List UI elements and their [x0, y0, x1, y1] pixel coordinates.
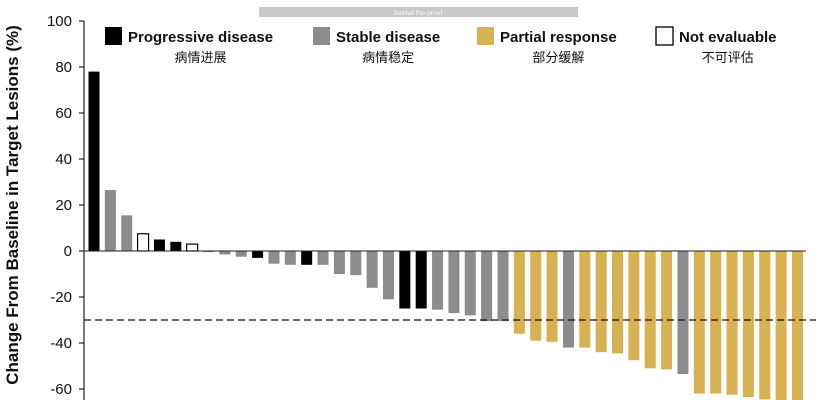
- bar: [170, 241, 182, 251]
- bar: [252, 251, 264, 258]
- bar: [268, 251, 280, 264]
- bar: [791, 251, 803, 400]
- legend-swatch: [655, 26, 674, 46]
- legend: Progressive disease 病情进展 Stable disease 病情稳…: [105, 26, 777, 66]
- bar: [399, 251, 411, 309]
- bar: [350, 251, 362, 276]
- bar: [497, 251, 509, 322]
- bar: [513, 251, 525, 334]
- bar: [710, 251, 722, 394]
- bar: [88, 71, 100, 251]
- y-tick-label: -20: [50, 289, 72, 306]
- y-tick-label: 100: [47, 13, 72, 30]
- bar: [775, 251, 787, 400]
- legend-label: Partial response: [500, 29, 617, 46]
- bar: [317, 251, 329, 265]
- legend-label-zh: 不可评估: [702, 51, 754, 66]
- y-tick-label: 20: [55, 197, 72, 214]
- y-tick-label: 0: [64, 243, 72, 260]
- bar: [186, 243, 199, 252]
- watermark: Journal Pre-proof: [259, 7, 578, 17]
- bar: [693, 251, 705, 394]
- legend-item-sd: Stable disease 病情稳定: [313, 27, 440, 66]
- legend-item-pd: Progressive disease 病情进展: [105, 27, 273, 66]
- bar: [284, 251, 296, 265]
- bar: [661, 251, 673, 370]
- bar: [219, 251, 231, 255]
- y-axis: 100 80 60 40 20 0 -20 -40 -60: [47, 13, 85, 400]
- bar: [546, 251, 558, 342]
- legend-label-zh: 病情进展: [175, 51, 227, 66]
- bar: [759, 251, 771, 400]
- y-tick-label: 60: [55, 105, 72, 122]
- bar: [742, 251, 754, 398]
- bar: [366, 251, 378, 288]
- watermark-banner: [259, 7, 578, 17]
- legend-label: Not evaluable: [679, 29, 777, 46]
- y-tick-label: 40: [55, 151, 72, 168]
- bar: [481, 251, 493, 322]
- bar: [530, 251, 542, 341]
- bar: [432, 251, 444, 310]
- legend-swatch: [105, 27, 122, 45]
- bar: [448, 251, 460, 314]
- legend-label-zh: 部分缓解: [532, 51, 584, 66]
- legend-label: Stable disease: [336, 29, 440, 46]
- y-axis-title: Change From Baseline in Target Lesions (…: [3, 25, 22, 385]
- legend-item-ne: Not evaluable 不可评估: [655, 26, 777, 66]
- bar: [612, 251, 624, 354]
- y-tick-label: -40: [50, 335, 72, 352]
- bar-series: [88, 71, 803, 400]
- y-tick-label: 80: [55, 59, 72, 76]
- bar: [415, 251, 427, 309]
- legend-label: Progressive disease: [128, 29, 273, 46]
- bar: [203, 251, 215, 253]
- bar: [726, 251, 738, 395]
- legend-item-pr: Partial response 部分缓解: [477, 27, 617, 66]
- bar: [121, 215, 133, 251]
- bar: [644, 251, 656, 369]
- y-tick-label: -60: [50, 381, 72, 398]
- bar: [579, 251, 591, 348]
- bar: [136, 233, 150, 252]
- bar: [235, 251, 247, 257]
- legend-swatch: [313, 27, 330, 45]
- bar: [677, 251, 689, 375]
- bar: [562, 251, 574, 348]
- bar: [595, 251, 607, 353]
- watermark-text: Journal Pre-proof: [393, 9, 443, 17]
- bar: [382, 251, 394, 300]
- legend-swatch: [477, 27, 494, 45]
- bar: [301, 251, 313, 265]
- bar: [464, 251, 476, 316]
- bar: [628, 251, 640, 361]
- bar: [153, 239, 165, 251]
- bar: [333, 251, 345, 274]
- bar: [104, 190, 116, 251]
- legend-label-zh: 病情稳定: [362, 50, 414, 66]
